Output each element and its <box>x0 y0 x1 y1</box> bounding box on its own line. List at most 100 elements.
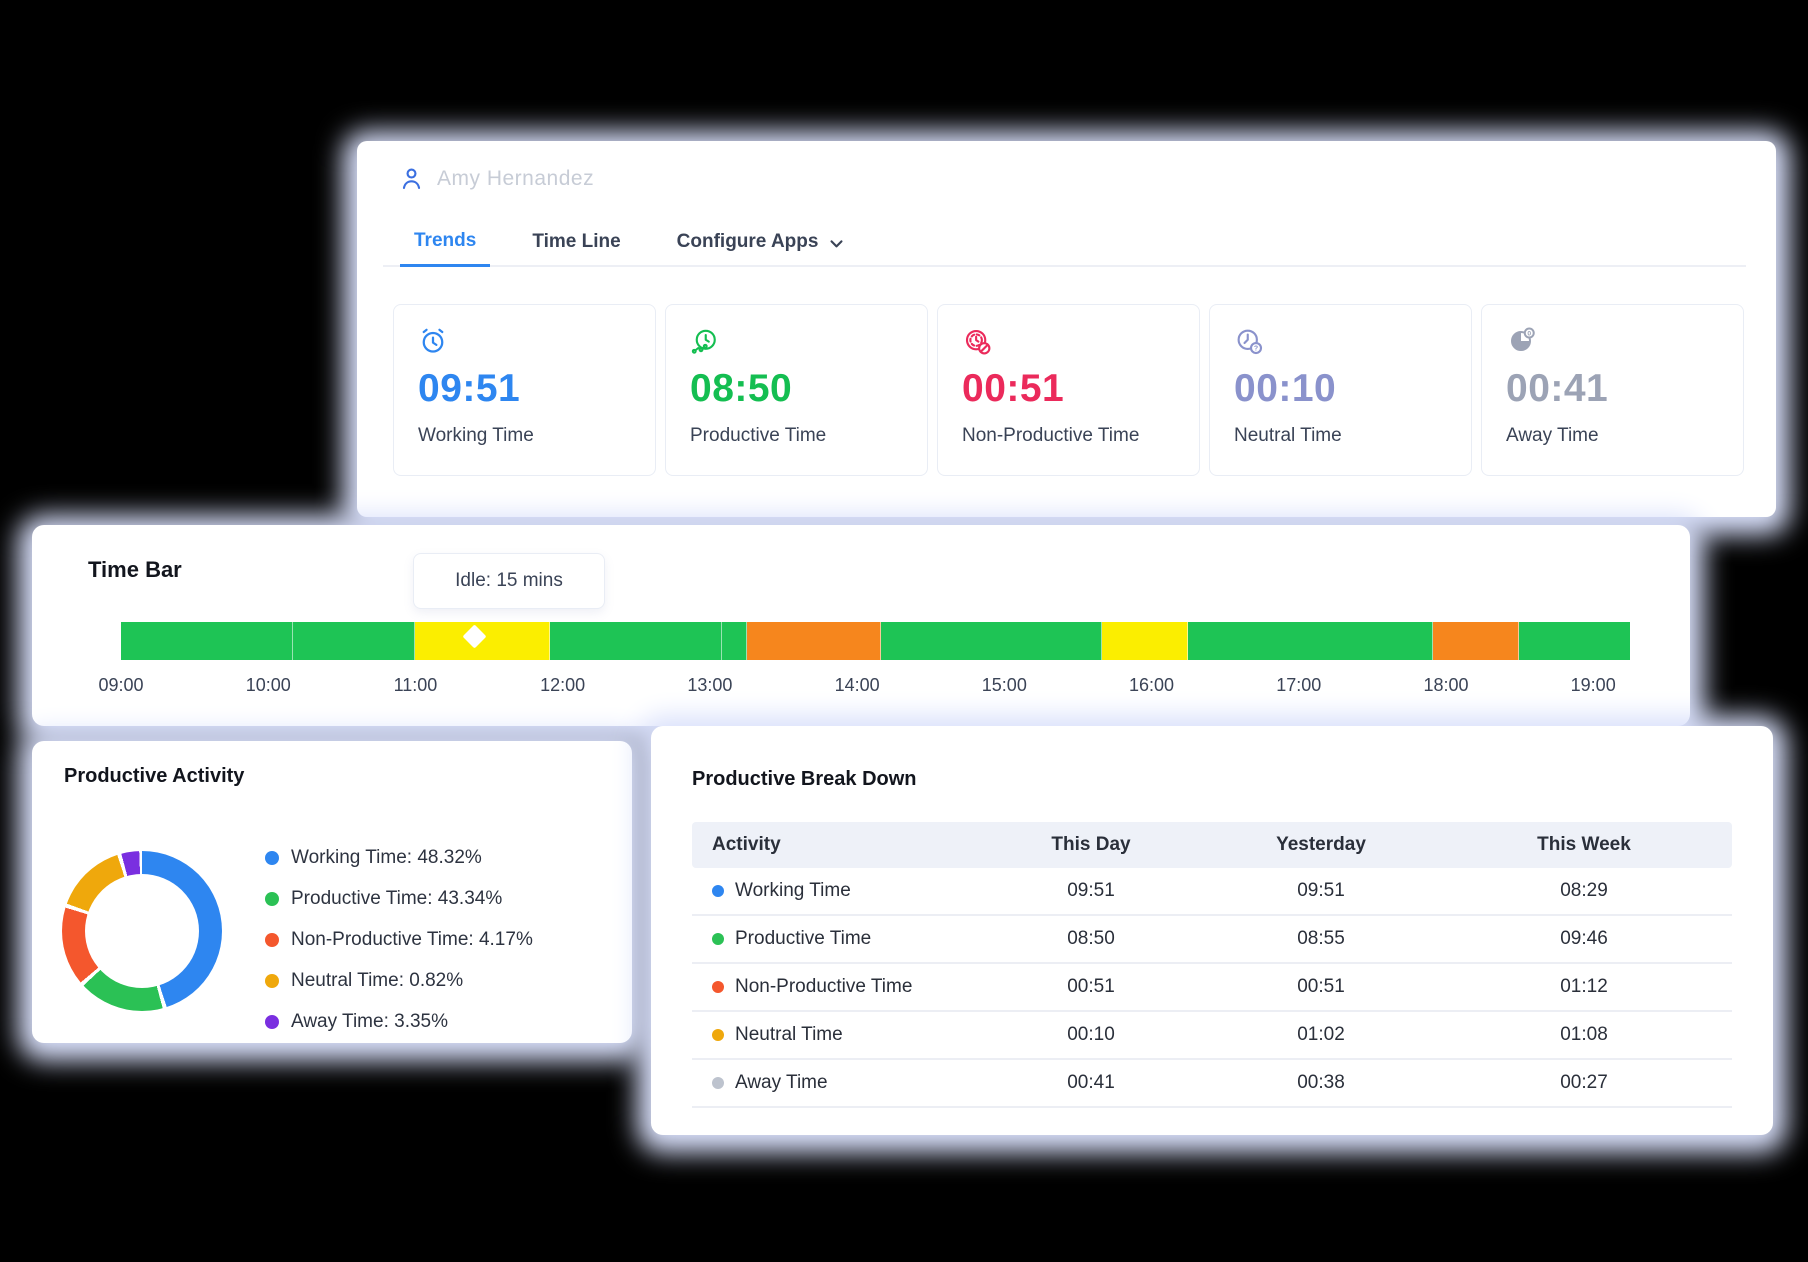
stat-label: Neutral Time <box>1234 425 1342 446</box>
legend-dot <box>265 850 279 865</box>
trends-card: Amy Hernandez Trends Time Line Configure A… <box>357 141 1776 517</box>
column-header: This Day <box>1051 834 1131 855</box>
stat-card-productive: 08:50 Productive Time <box>665 304 928 476</box>
row-label: Working Time <box>735 880 851 901</box>
time-segment-productive[interactable] <box>722 622 747 660</box>
legend-item: Non-Productive Time: 4.17% <box>265 919 533 960</box>
timebar-title: Time Bar <box>88 557 182 582</box>
axis-label: 18:00 <box>1423 675 1469 695</box>
tab-configure-apps[interactable]: Configure Apps <box>663 223 860 267</box>
table-row: Non-Productive Time 00:51 00:51 01:12 <box>692 964 1732 1012</box>
time-segment-non_productive[interactable] <box>746 622 882 660</box>
productive-clock-icon <box>690 326 720 356</box>
row-value: 08:29 <box>1560 880 1608 901</box>
axis-label: 17:00 <box>1276 675 1322 695</box>
table-row: Working Time 09:51 09:51 08:29 <box>692 868 1732 916</box>
svg-text:?: ? <box>1254 346 1258 353</box>
row-activity: Non-Productive Time <box>692 976 976 998</box>
column-header: Activity <box>712 834 781 855</box>
row-activity: Working Time <box>692 880 976 902</box>
stat-card-working: 09:51 Working Time <box>393 304 656 476</box>
time-segment-idle[interactable] <box>415 622 551 660</box>
donut-hole <box>85 874 199 988</box>
time-segment-productive[interactable] <box>292 622 416 660</box>
row-dot <box>712 1029 724 1041</box>
row-value: 09:51 <box>1067 880 1115 901</box>
row-dot <box>712 933 724 945</box>
row-dot <box>712 1077 724 1089</box>
column-header: This Week <box>1537 834 1631 855</box>
stat-label: Working Time <box>418 425 534 446</box>
row-value: 00:51 <box>1067 976 1115 997</box>
legend-text: Away Time: 3.35% <box>291 1010 449 1032</box>
legend-text: Non-Productive Time: 4.17% <box>291 928 533 950</box>
row-value: 01:08 <box>1560 1024 1608 1045</box>
legend-item: Neutral Time: 0.82% <box>265 960 533 1001</box>
axis-label: 15:00 <box>981 675 1027 695</box>
donut-legend: Working Time: 48.32% Productive Time: 43.… <box>265 837 533 1042</box>
productive-activity-title: Productive Activity <box>64 765 245 787</box>
table-row: Neutral Time 00:10 01:02 01:08 <box>692 1012 1732 1060</box>
legend-item: Working Time: 48.32% <box>265 837 533 878</box>
tab-label: Trends <box>414 229 477 251</box>
axis-label: 10:00 <box>245 675 291 695</box>
row-label: Non-Productive Time <box>735 976 913 997</box>
time-segment-productive[interactable] <box>121 622 293 660</box>
row-value: 08:55 <box>1297 928 1345 949</box>
row-dot <box>712 885 724 897</box>
time-segment-non_productive[interactable] <box>1433 622 1520 660</box>
donut-chart <box>62 851 222 1011</box>
row-value: 01:12 <box>1560 976 1608 997</box>
time-axis: 09:00 10:00 11:00 12:00 13:00 14:00 15:00 16:00… <box>98 675 1630 699</box>
row-activity: Neutral Time <box>692 1024 976 1046</box>
tab-trends[interactable]: Trends <box>400 223 491 267</box>
chevron-down-icon[interactable] <box>828 235 845 252</box>
row-value: 09:46 <box>1560 928 1608 949</box>
axis-label: 16:00 <box>1129 675 1175 695</box>
legend-text: Working Time: 48.32% <box>291 846 482 868</box>
breakdown-table: Activity This Day Yesterday This Week Worki… <box>692 822 1732 1108</box>
column-header: Yesterday <box>1276 834 1366 855</box>
legend-dot <box>265 932 279 947</box>
table-row: Away Time 00:41 00:38 00:27 <box>692 1060 1732 1108</box>
axis-label: 14:00 <box>834 675 880 695</box>
axis-label: 13:00 <box>687 675 733 695</box>
user-icon <box>398 165 425 192</box>
row-activity: Away Time <box>692 1072 976 1094</box>
away-clock-icon: 0 <box>1506 326 1536 356</box>
row-value: 00:41 <box>1067 1072 1115 1093</box>
stat-value: 00:41 <box>1506 367 1609 410</box>
legend-dot <box>265 1014 279 1029</box>
axis-label: 09:00 <box>98 675 144 695</box>
stat-card-neutral: ? 00:10 Neutral Time <box>1209 304 1472 476</box>
neutral-clock-icon: ? <box>1234 326 1264 356</box>
idle-tooltip: Idle: 15 mins <box>413 553 605 649</box>
time-segment-productive[interactable] <box>550 622 722 660</box>
tab-label: Configure Apps <box>676 231 819 252</box>
legend-item: Away Time: 3.35% <box>265 1001 533 1042</box>
tabs: Trends Time Line Configure Apps <box>383 223 1746 267</box>
idle-tooltip-text: Idle: 15 mins <box>455 570 563 591</box>
time-segment-productive[interactable] <box>881 622 1103 660</box>
time-segment-idle[interactable] <box>1102 622 1189 660</box>
stat-value: 08:50 <box>690 367 793 410</box>
row-value: 00:27 <box>1560 1072 1608 1093</box>
axis-label: 11:00 <box>393 675 438 695</box>
time-segment-productive[interactable] <box>1519 622 1630 660</box>
user-name: Amy Hernandez <box>437 166 595 190</box>
legend-dot <box>265 891 279 906</box>
table-header-row: Activity This Day Yesterday This Week <box>692 822 1732 868</box>
row-value: 08:50 <box>1067 928 1115 949</box>
legend-item: Productive Time: 43.34% <box>265 878 533 919</box>
row-value: 09:51 <box>1297 880 1345 901</box>
row-value: 00:10 <box>1067 1024 1115 1045</box>
stat-label: Productive Time <box>690 425 827 446</box>
table-body: Working Time 09:51 09:51 08:29 Productive Ti… <box>692 868 1732 1108</box>
stat-value: 09:51 <box>418 367 521 410</box>
row-label: Neutral Time <box>735 1024 843 1045</box>
tab-label: Time Line <box>532 231 621 252</box>
time-segment-productive[interactable] <box>1188 622 1434 660</box>
tab-timeline[interactable]: Time Line <box>518 223 634 267</box>
stat-value: 00:51 <box>962 367 1065 410</box>
